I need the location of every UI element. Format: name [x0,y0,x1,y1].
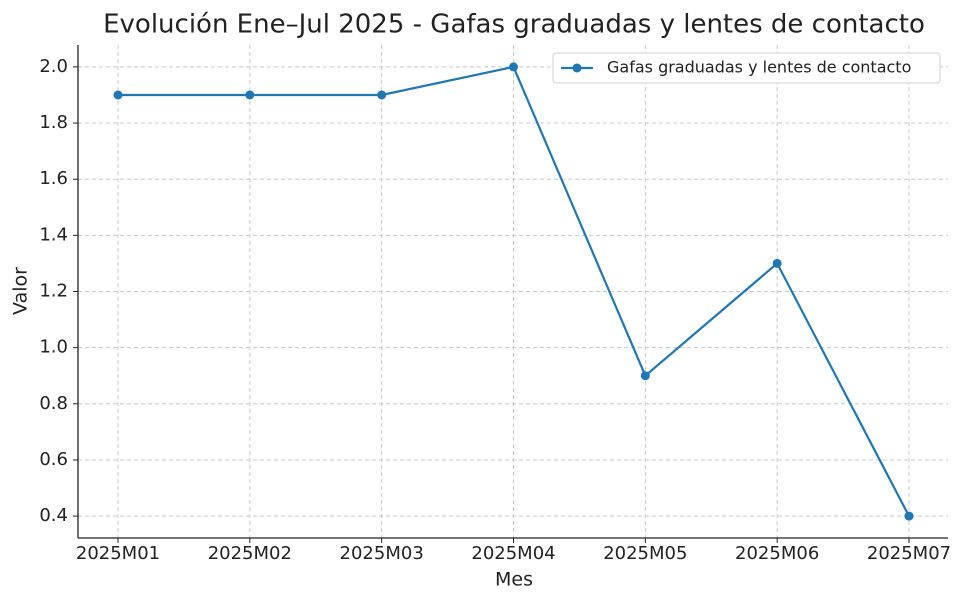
legend: Gafas graduadas y lentes de contacto [552,52,941,84]
legend-label: Gafas graduadas y lentes de contacto [607,58,911,77]
x-tick-label: 2025M04 [471,543,555,564]
data-point [772,258,782,268]
x-axis-label: Mes [495,569,533,591]
legend-box [552,52,941,84]
legend-marker [572,63,582,73]
y-tick-label: 0.4 [39,505,68,526]
data-point [245,90,255,100]
y-tick-label: 1.8 [39,112,68,133]
data-point [113,90,123,100]
data-point [904,511,914,521]
y-tick-label: 1.0 [39,337,68,358]
y-tick-label: 1.2 [39,281,68,302]
y-tick-label: 2.0 [39,56,68,77]
x-tick-label: 2025M07 [867,543,951,564]
x-tick-label: 2025M03 [340,543,424,564]
x-tick-label: 2025M05 [603,543,687,564]
y-tick-label: 0.6 [39,449,68,470]
chart-title: Evolución Ene–Jul 2025 - Gafas graduadas… [103,10,925,40]
y-tick-label: 1.4 [39,224,68,245]
y-tick-label: 1.6 [39,168,68,189]
y-tick-label: 0.8 [39,393,68,414]
data-point [640,371,650,381]
x-tick-label: 2025M02 [208,543,292,564]
data-point [377,90,387,100]
x-tick-label: 2025M06 [735,543,819,564]
y-axis-label: Valor [10,267,32,315]
data-point [509,62,518,72]
x-tick-label: 2025M01 [76,543,160,564]
